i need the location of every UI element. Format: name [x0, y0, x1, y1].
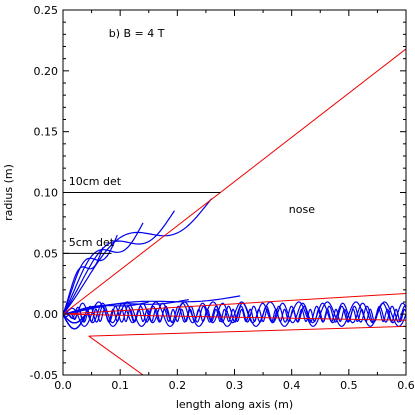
- x-tick-label: 0.4: [283, 379, 301, 392]
- x-tick-label: 0.0: [54, 379, 72, 392]
- y-axis-title: radius (m): [2, 164, 15, 221]
- tracks-layer: [63, 198, 406, 330]
- fan-track-7: [63, 301, 149, 315]
- ticks-layer: [62, 9, 407, 376]
- boundary-line-1: [63, 292, 406, 315]
- y-tick-label: -0.05: [30, 369, 58, 382]
- x-tick-label: 0.3: [226, 379, 244, 392]
- fan-track-2: [63, 222, 144, 315]
- tick-labels-layer: 0.0 0.1 0.2 0.3 0.4 0.5 0.6 -0.05 0.00 0.05 0.10 0.…: [30, 4, 415, 392]
- x-tick-label: 0.1: [111, 379, 129, 392]
- y-tick-label: 0.20: [34, 65, 59, 78]
- x-tick-label: 0.5: [340, 379, 358, 392]
- fan-track-6: [63, 299, 189, 315]
- boundary-line-3: [88, 325, 406, 337]
- y-tick-label: 0.15: [34, 126, 59, 139]
- annotation-3: nose: [289, 203, 315, 216]
- fan-track-5: [63, 295, 241, 315]
- boundary-layer: [63, 48, 406, 375]
- annotations-layer: b) B = 4 T 10cm det 5cm det nose: [69, 27, 316, 249]
- annotation-2: 5cm det: [69, 236, 115, 249]
- x-axis-title: length along axis (m): [176, 398, 293, 411]
- y-tick-label: 0.00: [34, 308, 59, 321]
- y-tick-label: 0.10: [34, 187, 59, 200]
- fan-track-loop-7: [63, 313, 87, 330]
- x-tick-label: 0.6: [397, 379, 415, 392]
- helix-track-3: [63, 308, 406, 323]
- fan-track-1: [63, 210, 175, 315]
- fan-track-3: [63, 234, 118, 315]
- boundary-line-4: [88, 335, 144, 375]
- helix-track-2: [63, 302, 406, 324]
- boundary-line-0: [63, 48, 406, 315]
- y-tick-label: 0.05: [34, 247, 59, 260]
- y-tick-label: 0.25: [34, 4, 59, 17]
- fan-track-4: [63, 247, 104, 315]
- boundary-line-2: [63, 313, 406, 321]
- detector-layer: [63, 192, 221, 254]
- x-tick-label: 0.2: [169, 379, 187, 392]
- annotation-1: 10cm det: [69, 175, 122, 188]
- annotation-0: b) B = 4 T: [109, 27, 165, 40]
